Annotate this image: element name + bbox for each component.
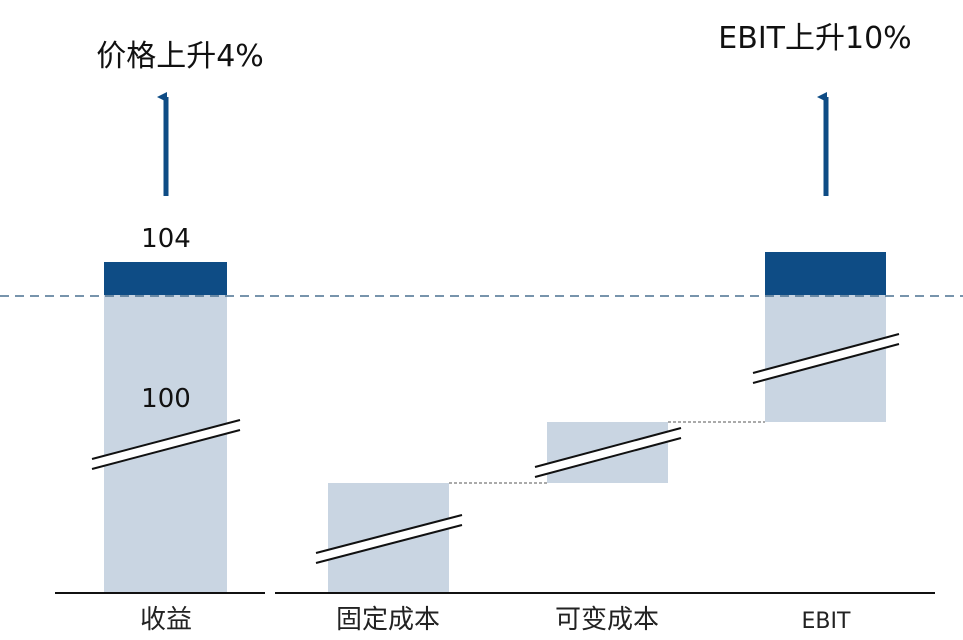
- category-label: 可变成本: [555, 605, 659, 635]
- category-label: 收益: [140, 605, 192, 635]
- bar-label: 100: [141, 384, 191, 414]
- title-right: EBIT上升10%: [718, 21, 911, 56]
- break-marks: [91, 333, 900, 564]
- title-left: 价格上升4%: [96, 39, 264, 74]
- bar-revenue-increase: [104, 262, 227, 295]
- bar-label: 104: [141, 224, 191, 254]
- category-label: 固定成本: [336, 605, 440, 635]
- bar-ebit-increase: [765, 252, 886, 295]
- category-label: EBIT: [802, 609, 851, 634]
